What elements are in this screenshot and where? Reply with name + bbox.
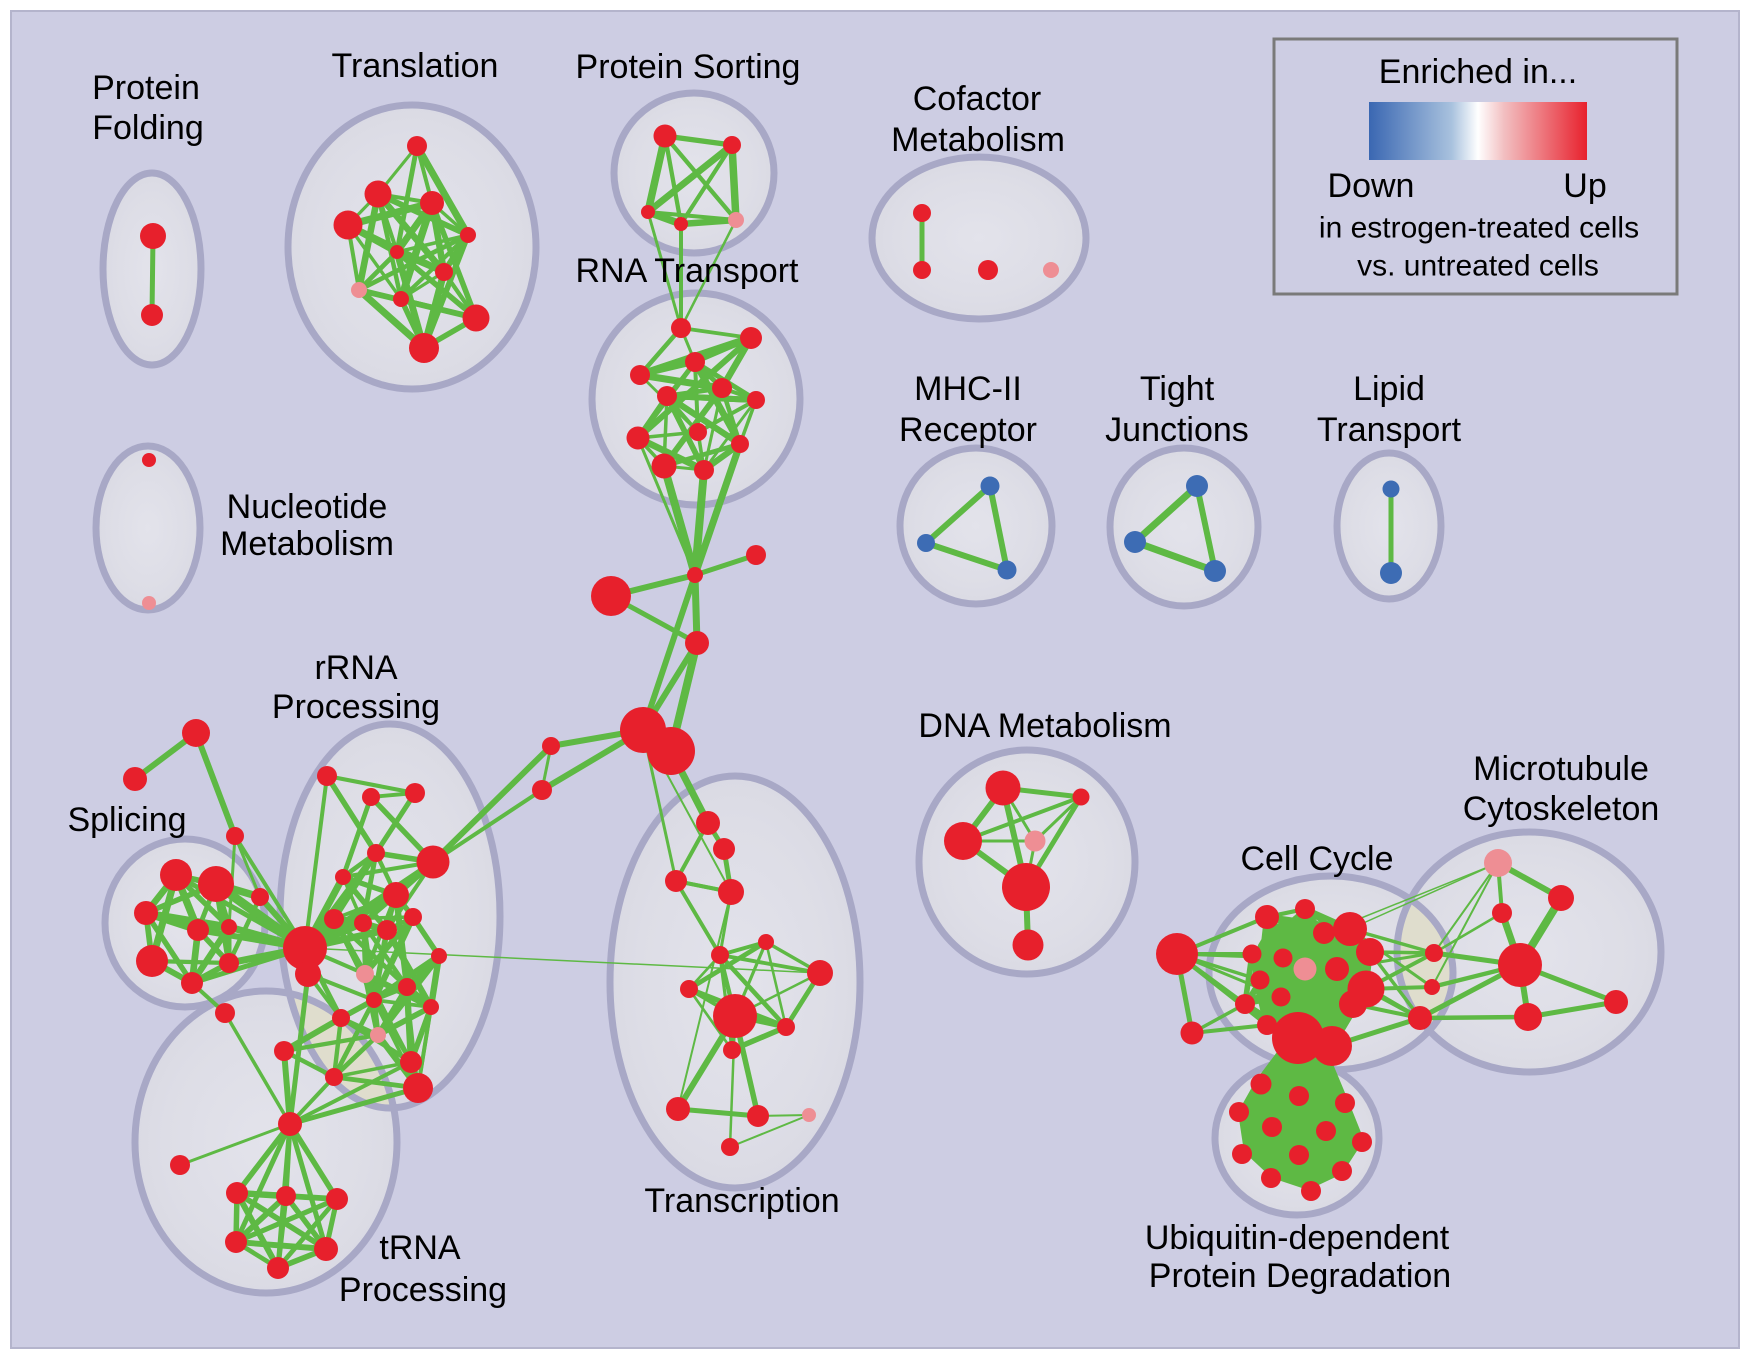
svg-text:DNA Metabolism: DNA Metabolism — [918, 707, 1171, 745]
svg-text:Cell Cycle: Cell Cycle — [1240, 840, 1393, 878]
svg-text:Microtubule: Microtubule — [1473, 750, 1649, 788]
svg-text:Down: Down — [1328, 167, 1415, 205]
svg-text:Processing: Processing — [339, 1271, 507, 1309]
svg-text:RNA Transport: RNA Transport — [576, 252, 800, 290]
svg-text:tRNA: tRNA — [379, 1229, 461, 1267]
svg-text:Protein: Protein — [92, 69, 200, 107]
svg-text:Folding: Folding — [92, 109, 204, 147]
svg-text:Cofactor: Cofactor — [913, 80, 1042, 118]
svg-text:vs. untreated cells: vs. untreated cells — [1357, 250, 1599, 283]
svg-text:Processing: Processing — [272, 688, 440, 726]
svg-text:Cytoskeleton: Cytoskeleton — [1463, 790, 1660, 828]
svg-text:Ubiquitin-dependent: Ubiquitin-dependent — [1145, 1219, 1450, 1257]
svg-text:MHC-II: MHC-II — [914, 370, 1022, 408]
svg-text:Transcription: Transcription — [644, 1182, 839, 1220]
svg-text:Protein Sorting: Protein Sorting — [576, 48, 801, 86]
svg-text:Receptor: Receptor — [899, 411, 1037, 449]
svg-text:Splicing: Splicing — [67, 801, 186, 839]
svg-text:rRNA: rRNA — [314, 649, 397, 687]
svg-text:Tight: Tight — [1140, 370, 1215, 408]
svg-text:in estrogen-treated cells: in estrogen-treated cells — [1319, 212, 1639, 245]
svg-text:Translation: Translation — [332, 47, 499, 85]
svg-text:Protein Degradation: Protein Degradation — [1149, 1257, 1451, 1295]
svg-text:Metabolism: Metabolism — [220, 525, 394, 563]
svg-text:Transport: Transport — [1317, 411, 1462, 449]
svg-text:Junctions: Junctions — [1105, 411, 1249, 449]
svg-text:Nucleotide: Nucleotide — [227, 488, 388, 526]
svg-text:Up: Up — [1563, 167, 1606, 205]
svg-text:Lipid: Lipid — [1353, 370, 1425, 408]
svg-text:Enriched in...: Enriched in... — [1379, 53, 1577, 91]
svg-text:Metabolism: Metabolism — [891, 121, 1065, 159]
